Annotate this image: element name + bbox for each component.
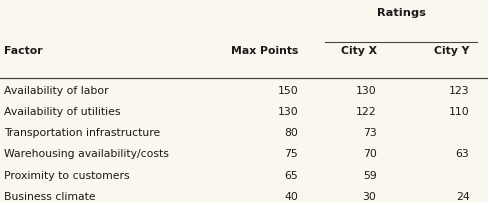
Text: 80: 80 [284, 128, 298, 138]
Text: Max Points: Max Points [230, 46, 298, 57]
Text: 65: 65 [284, 171, 298, 181]
Text: Proximity to customers: Proximity to customers [4, 171, 129, 181]
Text: Availability of labor: Availability of labor [4, 86, 108, 96]
Text: Business climate: Business climate [4, 192, 95, 202]
Text: 73: 73 [362, 128, 376, 138]
Text: 150: 150 [277, 86, 298, 96]
Text: City Y: City Y [433, 46, 468, 57]
Text: 130: 130 [355, 86, 376, 96]
Text: 40: 40 [284, 192, 298, 202]
Text: 70: 70 [362, 149, 376, 160]
Text: 130: 130 [277, 107, 298, 117]
Text: Warehousing availability/costs: Warehousing availability/costs [4, 149, 168, 160]
Text: 59: 59 [362, 171, 376, 181]
Text: Ratings: Ratings [376, 8, 425, 18]
Text: 24: 24 [455, 192, 468, 202]
Text: 123: 123 [448, 86, 468, 96]
Text: Transportation infrastructure: Transportation infrastructure [4, 128, 160, 138]
Text: Factor: Factor [4, 46, 42, 57]
Text: 75: 75 [284, 149, 298, 160]
Text: 110: 110 [448, 107, 468, 117]
Text: 30: 30 [362, 192, 376, 202]
Text: 63: 63 [455, 149, 468, 160]
Text: City X: City X [340, 46, 376, 57]
Text: Availability of utilities: Availability of utilities [4, 107, 120, 117]
Text: 122: 122 [355, 107, 376, 117]
